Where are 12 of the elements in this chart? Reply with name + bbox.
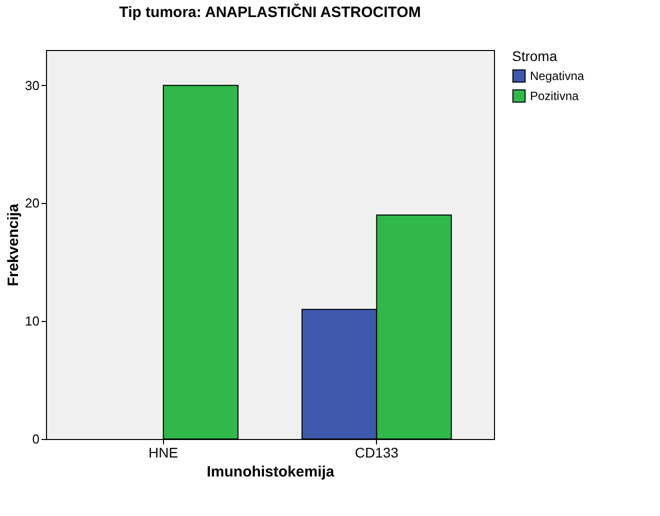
legend-label: Pozitivna	[530, 89, 580, 103]
y-tick-label: 0	[32, 432, 40, 446]
legend-label: Negativna	[530, 69, 584, 83]
y-axis-title: Frekvencija	[5, 203, 22, 286]
y-tick-label: 20	[25, 196, 40, 211]
y-tick-label: 10	[25, 314, 40, 329]
chart-title: Tip tumora: ANAPLASTIČNI ASTROCITOM	[119, 3, 421, 21]
x-tick-label: CD133	[354, 444, 399, 460]
x-axis-title: Imunohistokemija	[206, 464, 335, 480]
x-tick-label: HNE	[148, 444, 178, 460]
legend-title: Stroma	[512, 48, 558, 64]
y-tick-label: 30	[25, 78, 40, 93]
